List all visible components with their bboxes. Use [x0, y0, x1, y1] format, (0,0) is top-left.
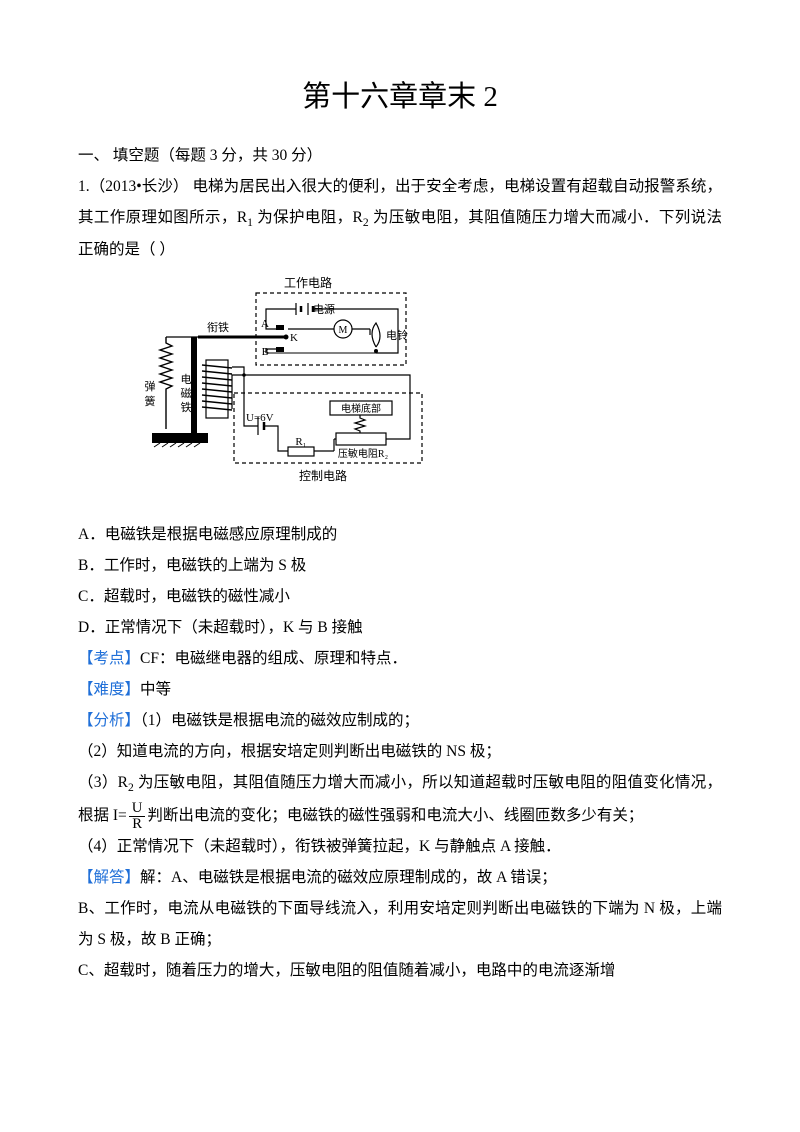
- label-tanhuang-1: 弹: [145, 379, 156, 393]
- bell-clapper: [374, 349, 378, 353]
- label-B: B: [262, 346, 269, 358]
- label-xiantie: 衔铁: [207, 321, 229, 334]
- fenxi-1: （1）电磁铁是根据电流的磁效应制成的；: [140, 712, 419, 729]
- jieda-line-A: 【解答】解：A、电磁铁是根据电流的磁效应原理制成的，故 A 错误；: [78, 862, 722, 893]
- R1-box: [288, 447, 314, 456]
- base-block: [152, 433, 208, 443]
- jieda-line-B: B、工作时，电流从电磁铁的下面导线流入，利用安培定则判断出电磁铁的下端为 N 极…: [78, 893, 722, 955]
- option-D: D．正常情况下（未超载时），K 与 B 接触: [78, 612, 722, 643]
- fenxi-line-4: （4）正常情况下（未超载时），衔铁被弹簧拉起，K 与静触点 A 接触．: [78, 831, 722, 862]
- option-A: A．电磁铁是根据电磁感应原理制成的: [78, 519, 722, 550]
- page-title: 第十六章章末 2: [78, 68, 722, 126]
- fenxi-3c: 判断出电流的变化；电磁铁的磁性强弱和电流大小、线圈匝数多少有关；: [147, 807, 643, 824]
- kaodian-tag: 【考点】: [78, 650, 140, 667]
- fenxi-3a: （3）R: [78, 774, 128, 791]
- jieda-tag: 【解答】: [78, 869, 140, 886]
- label-A: A: [261, 318, 269, 330]
- label-dianci-3: 铁: [181, 401, 192, 414]
- armature-pivot: [284, 335, 289, 340]
- elevator-spring: [355, 415, 365, 433]
- jieda-line-C: C、超载时，随着压力的增大，压敏电阻的阻值随着减小，电路中的电流逐渐增: [78, 955, 722, 986]
- jieda-A: 解：A、电磁铁是根据电流的磁效应原理制成的，故 A 错误；: [140, 869, 557, 886]
- hatch: [194, 443, 200, 447]
- circuit-diagram: 工作电路 电源 M 电铃 A B K 衔铁: [138, 275, 722, 505]
- node-1: [242, 374, 246, 378]
- ctrl-wire-4: [232, 375, 410, 439]
- circuit-svg: 工作电路 电源 M 电铃 A B K 衔铁: [138, 275, 438, 505]
- label-control: 控制电路: [299, 468, 347, 483]
- frac-den: R: [129, 817, 146, 832]
- section-header: 一、 填空题（每题 3 分，共 30 分）: [78, 140, 722, 171]
- control-box: [234, 393, 422, 463]
- hatch: [170, 443, 176, 447]
- contact-B: [276, 347, 284, 352]
- label-dianci-2: 磁: [181, 387, 192, 400]
- label-work-circuit: 工作电路: [284, 275, 332, 290]
- hatch: [186, 443, 192, 447]
- post: [191, 337, 197, 433]
- label-R2: 压敏电阻R₂: [338, 447, 388, 460]
- frac-num: U: [129, 801, 146, 817]
- label-M: M: [339, 325, 348, 336]
- question-stem: 1.（2013•长沙） 电梯为居民出入很大的便利，出于安全考虑，电梯设置有超载自…: [78, 171, 722, 265]
- bell-shape: [372, 323, 380, 347]
- R2-box: [336, 433, 386, 445]
- fenxi-line-3: （3）R2 为压敏电阻，其阻值随压力增大而减小，所以知道超载时压敏电阻的阻值变化…: [78, 767, 722, 831]
- ctrl-wire-2: [264, 426, 288, 451]
- stem-part-b: 为保护电阻，R: [253, 209, 363, 226]
- fraction-UR: UR: [129, 801, 146, 831]
- label-diti: 电梯底部: [341, 402, 381, 415]
- nandu-text: 中等: [140, 681, 171, 698]
- fenxi-line-2: （2）知道电流的方向，根据安培定则判断出电磁铁的 NS 极；: [78, 736, 722, 767]
- hatch: [154, 443, 160, 447]
- fenxi-tag: 【分析】: [78, 712, 140, 729]
- label-tanhuang-2: 簧: [145, 394, 156, 408]
- label-R1: R₁: [295, 436, 306, 448]
- hatch: [178, 443, 184, 447]
- nandu-line: 【难度】中等: [78, 674, 722, 705]
- hatch: [162, 443, 168, 447]
- nandu-tag: 【难度】: [78, 681, 140, 698]
- option-C: C．超载时，电磁铁的磁性减小: [78, 581, 722, 612]
- label-K: K: [290, 332, 298, 344]
- contact-A: [276, 325, 284, 330]
- kaodian-line: 【考点】CF：电磁继电器的组成、原理和特点．: [78, 643, 722, 674]
- label-bell: 电铃: [386, 328, 408, 342]
- label-dianci-1: 电: [181, 373, 192, 386]
- fenxi-line-1: 【分析】（1）电磁铁是根据电流的磁效应制成的；: [78, 705, 722, 736]
- kaodian-text: CF：电磁继电器的组成、原理和特点．: [140, 650, 407, 667]
- label-U: U=6V: [246, 412, 274, 424]
- option-B: B．工作时，电磁铁的上端为 S 极: [78, 550, 722, 581]
- spring-path: [160, 337, 172, 429]
